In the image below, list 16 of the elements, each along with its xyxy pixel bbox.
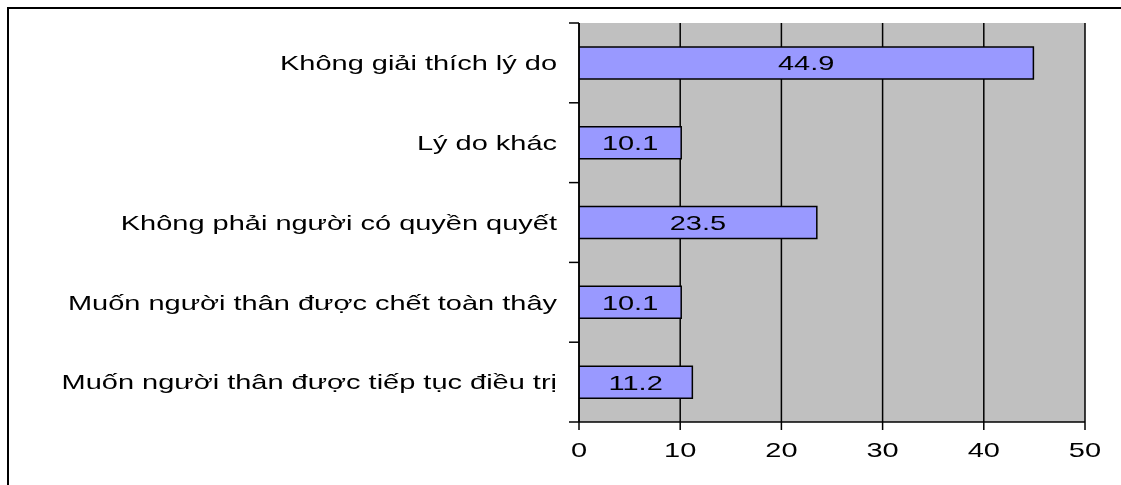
data-label: 44.9 <box>777 51 835 75</box>
data-label: 23.5 <box>669 210 727 235</box>
y-tick-label: Lý do khác <box>416 130 557 155</box>
y-tick-label: Không giải thích lý do <box>280 51 557 75</box>
data-label: 11.2 <box>608 370 663 394</box>
x-tick-label: 40 <box>967 437 1000 462</box>
data-label: 10.1 <box>601 290 659 314</box>
data-label: 10.1 <box>601 131 659 155</box>
x-tick-label: 50 <box>1068 437 1102 462</box>
y-tick-label: Muốn người thân được chết toàn thây <box>67 290 558 314</box>
x-tick-label: 0 <box>570 437 588 462</box>
y-tick-label: Muốn người thân được tiếp tục điều trị <box>61 370 557 394</box>
x-tick-label: 20 <box>765 437 798 462</box>
x-tick-label: 30 <box>866 437 899 462</box>
x-tick-label: 10 <box>664 437 697 462</box>
y-tick-label: Không phải người có quyền quyết <box>120 210 557 234</box>
